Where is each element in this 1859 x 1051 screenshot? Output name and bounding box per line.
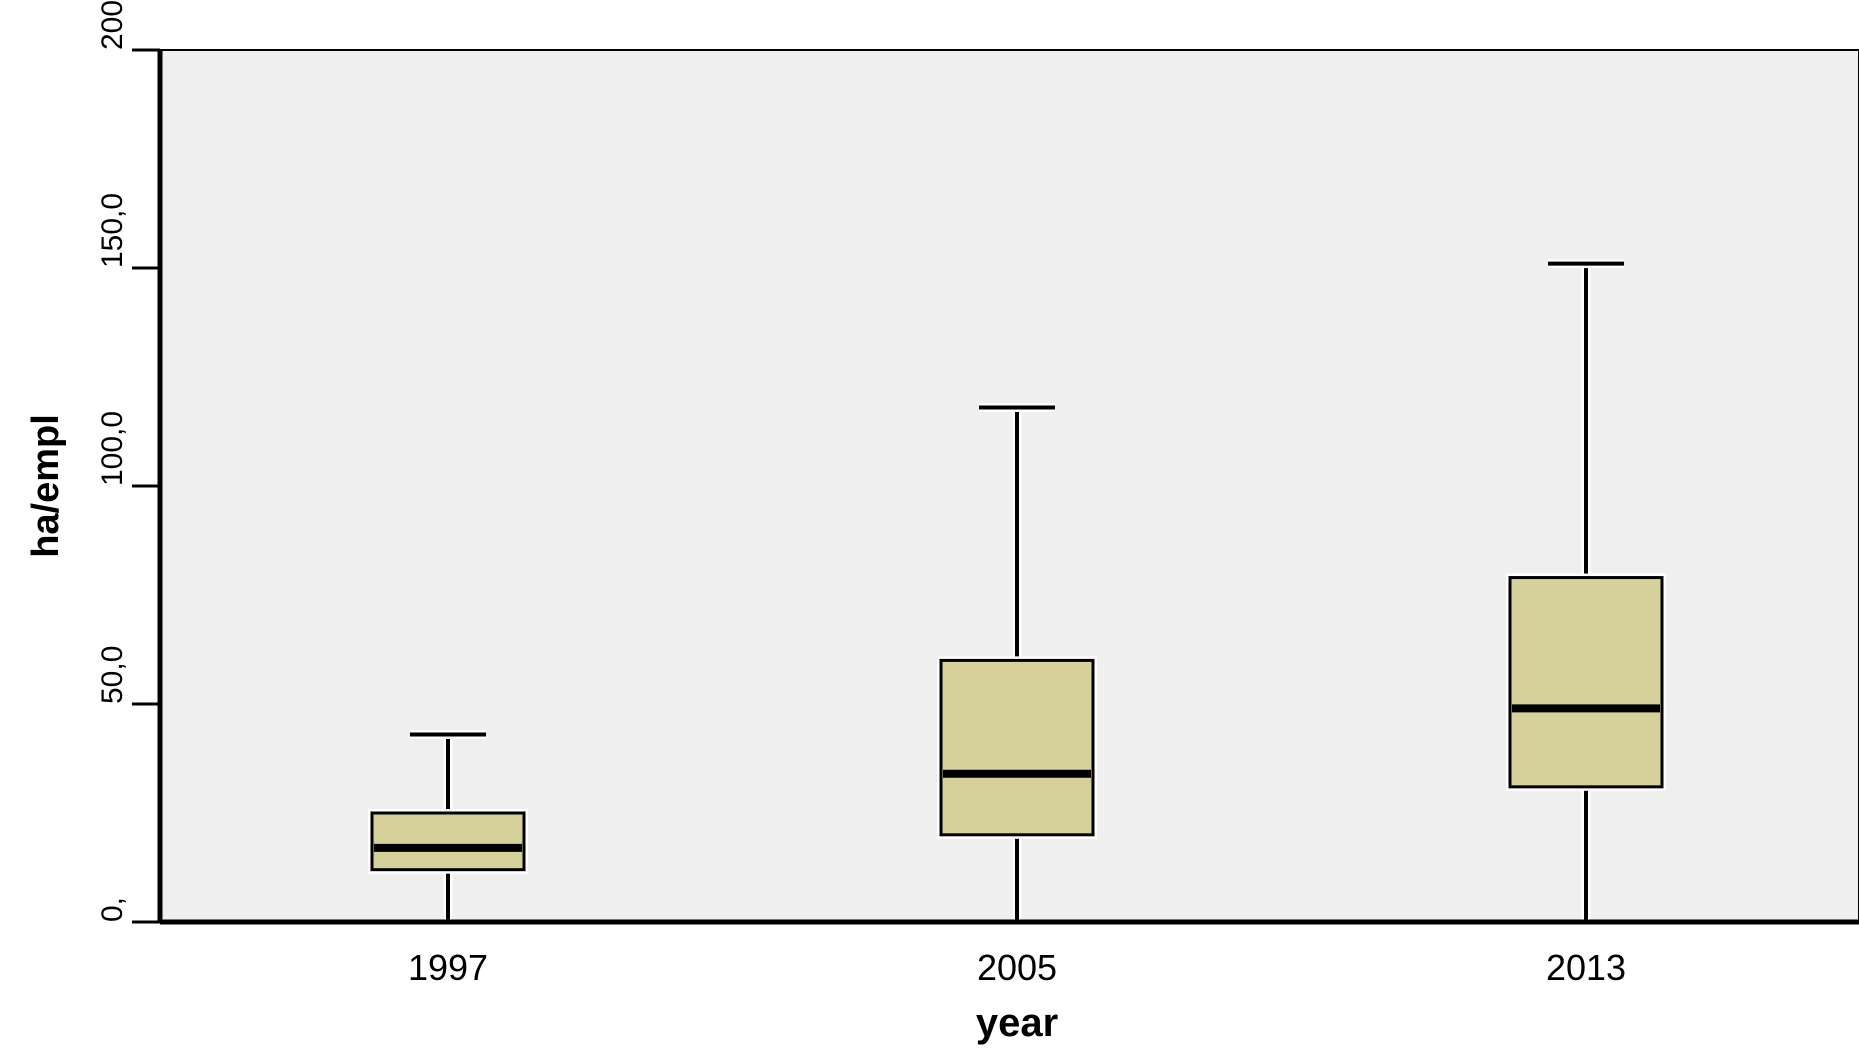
box-marks	[368, 259, 1666, 924]
iqr-box	[1508, 576, 1664, 789]
iqr-box	[370, 811, 526, 872]
y-tick-label: 100,0	[96, 411, 129, 486]
y-tick-label: 200,0	[96, 0, 129, 50]
iqr-box	[939, 658, 1095, 837]
y-tick-label: 0,	[96, 897, 129, 922]
box-2005	[937, 403, 1097, 924]
x-tick-label: 1997	[408, 947, 488, 988]
y-axis-ticks: 0, 50,0 100,0 150,0 200,0	[96, 0, 160, 924]
x-axis-ticks: 1997 2005 2013	[408, 947, 1626, 988]
x-axis-title: year	[976, 1001, 1058, 1045]
y-tick-label: 150,0	[96, 193, 129, 268]
y-axis-title: ha/empl	[25, 414, 67, 558]
box-1997	[368, 730, 528, 924]
y-tick-label: 50,0	[96, 646, 129, 704]
box-2013	[1506, 259, 1666, 924]
x-tick-label: 2013	[1546, 947, 1626, 988]
x-tick-label: 2005	[977, 947, 1057, 988]
